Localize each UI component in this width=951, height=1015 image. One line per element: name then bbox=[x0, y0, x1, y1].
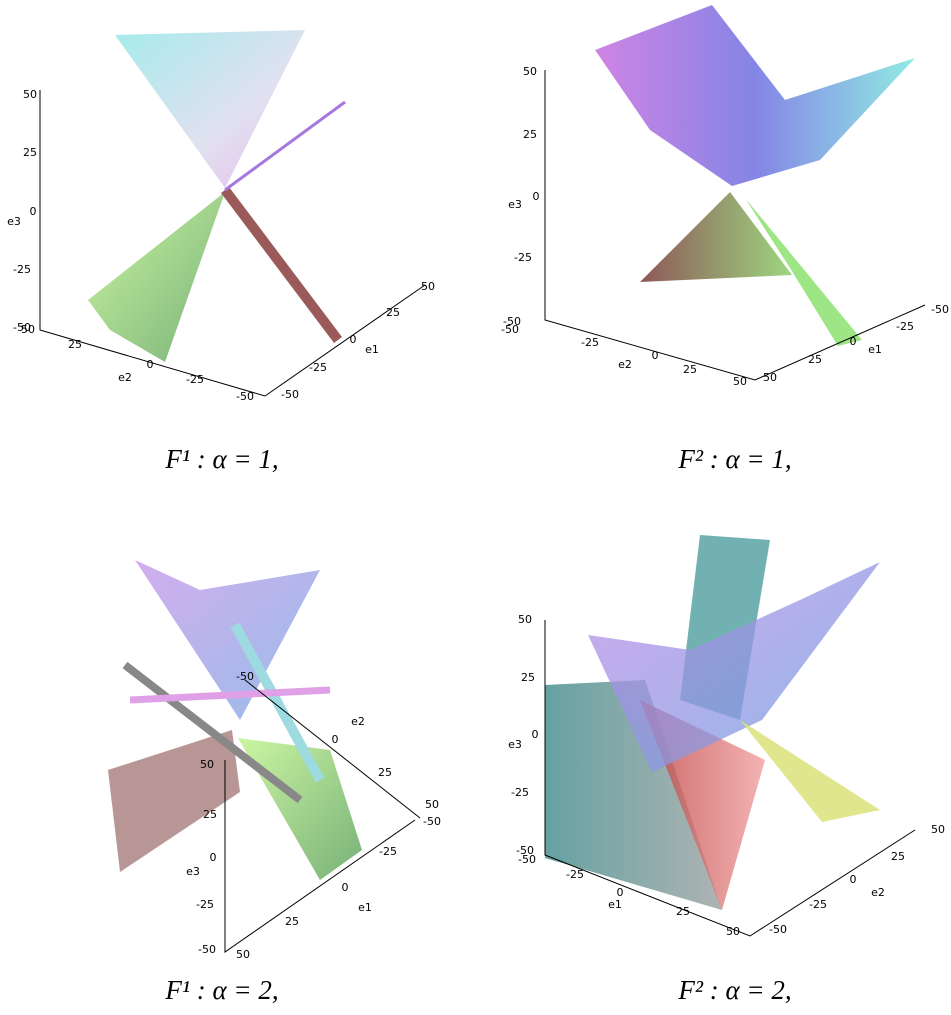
tick-label: 25 bbox=[386, 306, 400, 319]
tick-label: -25 bbox=[186, 373, 204, 386]
tick-label: 0 bbox=[210, 851, 217, 864]
axis-label: e1 bbox=[358, 901, 372, 914]
tick-label: -25 bbox=[514, 251, 532, 264]
axis-label: e3 bbox=[7, 215, 21, 228]
tick-label: -50 bbox=[769, 923, 787, 936]
tick-label: -25 bbox=[566, 868, 584, 881]
tick-label: 0 bbox=[342, 881, 349, 894]
tick-label: -25 bbox=[13, 263, 31, 276]
tick-label: 50 bbox=[733, 375, 747, 388]
tick-label: -50 bbox=[281, 388, 299, 401]
tick-label: 0 bbox=[332, 733, 339, 746]
axis-label: e2 bbox=[618, 358, 632, 371]
tick-label: -25 bbox=[809, 898, 827, 911]
tick-label: -25 bbox=[896, 320, 914, 333]
tick-label: -25 bbox=[511, 786, 529, 799]
tick-label: -50 bbox=[501, 323, 519, 336]
tick-label: -50 bbox=[518, 853, 536, 866]
axis-label: e2 bbox=[871, 886, 885, 899]
tick-label: 25 bbox=[683, 363, 697, 376]
tick-label: 25 bbox=[891, 850, 905, 863]
tick-label: 25 bbox=[68, 338, 82, 351]
axis-label: e2 bbox=[118, 371, 132, 384]
axis-label: e3 bbox=[186, 865, 200, 878]
tick-label: 50 bbox=[421, 280, 435, 293]
surface-plot bbox=[544, 5, 926, 381]
tick-label: 0 bbox=[30, 205, 37, 218]
surface-plot bbox=[544, 535, 916, 937]
tick-label: -50 bbox=[236, 670, 254, 683]
tick-label: 50 bbox=[931, 823, 945, 836]
tick-label: 25 bbox=[285, 915, 299, 928]
tick-label: 25 bbox=[521, 671, 535, 684]
tick-label: 25 bbox=[23, 146, 37, 159]
axis-label: e2 bbox=[351, 715, 365, 728]
axis-label: e1 bbox=[608, 898, 622, 911]
tick-label: -50 bbox=[13, 321, 31, 334]
caption: F² : α = 1, bbox=[677, 444, 791, 474]
axis-label: e1 bbox=[365, 343, 379, 356]
tick-label: 25 bbox=[523, 128, 537, 141]
tick-label: 0 bbox=[617, 886, 624, 899]
surface-plot bbox=[108, 560, 421, 953]
tick-label: -50 bbox=[503, 315, 521, 328]
tick-label: 50 bbox=[236, 948, 250, 961]
tick-label: 0 bbox=[652, 349, 659, 362]
tick-label: 25 bbox=[808, 353, 822, 366]
tick-label: 50 bbox=[21, 323, 35, 336]
tick-label: -50 bbox=[931, 303, 949, 316]
axis-label: e1 bbox=[868, 343, 882, 356]
tick-label: 50 bbox=[425, 798, 439, 811]
tick-label: -25 bbox=[379, 845, 397, 858]
tick-label: -25 bbox=[309, 361, 327, 374]
axis-label: e3 bbox=[508, 738, 522, 751]
tick-label: 25 bbox=[676, 905, 690, 918]
tick-label: 0 bbox=[533, 190, 540, 203]
tick-label: 50 bbox=[23, 88, 37, 101]
tick-label: -25 bbox=[581, 336, 599, 349]
tick-label: 0 bbox=[850, 873, 857, 886]
caption: F² : α = 2, bbox=[677, 975, 791, 1005]
tick-label: 50 bbox=[200, 758, 214, 771]
tick-label: -50 bbox=[516, 844, 534, 857]
tick-label: 50 bbox=[763, 371, 777, 384]
tick-label: -25 bbox=[196, 898, 214, 911]
caption: F¹ : α = 2, bbox=[164, 975, 278, 1005]
tick-label: 0 bbox=[147, 358, 154, 371]
axis-label: e3 bbox=[508, 198, 522, 211]
tick-label: 25 bbox=[203, 808, 217, 821]
tick-label: -50 bbox=[423, 815, 441, 828]
tick-label: 50 bbox=[726, 925, 740, 938]
tick-label: -50 bbox=[198, 943, 216, 956]
tick-label: 0 bbox=[532, 728, 539, 741]
tick-label: 0 bbox=[350, 333, 357, 346]
surface-plot bbox=[39, 30, 426, 397]
caption: F¹ : α = 1, bbox=[164, 444, 278, 474]
tick-label: 25 bbox=[378, 766, 392, 779]
tick-label: 0 bbox=[850, 335, 857, 348]
tick-label: 50 bbox=[518, 613, 532, 626]
tick-label: 50 bbox=[523, 65, 537, 78]
tick-label: -50 bbox=[236, 390, 254, 403]
